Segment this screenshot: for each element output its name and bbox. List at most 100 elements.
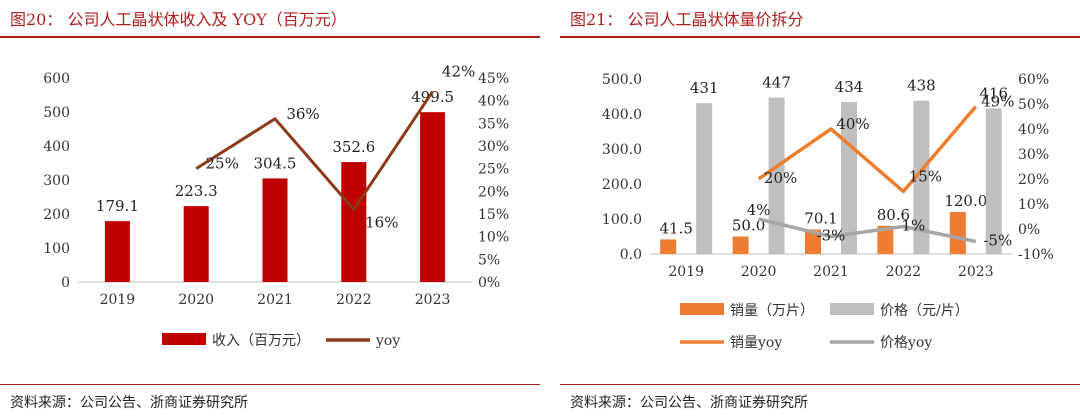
x-axis-tick-label: 2022 — [336, 292, 372, 308]
legend-swatch — [680, 303, 724, 315]
legend-swatch — [830, 303, 874, 315]
bar-data-label: 447 — [762, 74, 791, 92]
x-axis-tick-label: 2021 — [257, 292, 293, 308]
legend-label: 价格（元/片） — [880, 303, 969, 319]
x-axis-tick-label: 2020 — [178, 292, 214, 308]
right-axis-tick-label: 40% — [478, 94, 509, 110]
right-axis-tick-label: 30% — [478, 139, 509, 155]
bar-data-label: 438 — [907, 77, 936, 95]
footer-divider — [0, 384, 540, 385]
bar — [696, 103, 713, 255]
line-data-label: 36% — [286, 105, 319, 123]
left-axis-tick-label: 500.0 — [602, 72, 642, 88]
bar — [805, 229, 821, 254]
bar-data-label: 223.3 — [175, 182, 218, 200]
left-axis-tick-label: 0.0 — [620, 247, 642, 263]
bar-data-label: 80.6 — [877, 206, 910, 224]
right-axis-tick-label: 15% — [478, 207, 509, 223]
right-axis-tick-label: 10% — [478, 230, 509, 246]
legend-label: 销量yoy — [730, 335, 782, 351]
chart-panel-revenue: 图20： 公司人工晶状体收入及 YOY（百万元） 0 100 200 300 400 50… — [0, 10, 540, 411]
bar-data-label: 70.1 — [804, 209, 837, 227]
left-axis-tick-label: 400.0 — [602, 107, 642, 123]
line-data-label: 16% — [365, 213, 398, 231]
bar — [877, 225, 894, 254]
line-data-label: 20% — [764, 169, 797, 187]
right-axis-tick-label: 5% — [478, 252, 500, 268]
bar — [420, 112, 446, 282]
left-axis-tick-label: 500 — [43, 105, 70, 121]
bar — [660, 239, 677, 254]
bar-data-label: 416 — [979, 84, 1008, 102]
right-axis-tick-label: 30% — [1018, 147, 1049, 163]
right-axis-tick-label: -10% — [1018, 247, 1054, 263]
series-line — [757, 105, 978, 194]
bar — [183, 206, 209, 282]
left-axis-tick-label: 0 — [61, 275, 70, 291]
bar — [341, 162, 367, 282]
bar-data-label: 50.0 — [732, 217, 765, 235]
source-note: 资料来源：公司公告、浙商证券研究所 — [570, 395, 808, 411]
bar — [949, 212, 966, 254]
legend-label: 收入（百万元） — [212, 333, 310, 349]
series-line — [758, 217, 977, 244]
title-divider — [560, 36, 1080, 38]
left-axis-tick-label: 300.0 — [602, 142, 642, 158]
x-axis-tick-label: 2019 — [100, 292, 136, 308]
chart-title: 图21： 公司人工晶状体量价拆分 — [570, 10, 804, 29]
bar — [104, 221, 130, 282]
left-axis-tick-label: 200 — [43, 207, 70, 223]
revenue-chart: 0 100 200 300 400 500 600 0% 5% 10% 15% 20% 25% 30% 35… — [43, 63, 509, 349]
left-axis-tick-label: 200.0 — [602, 177, 642, 193]
bar — [262, 178, 288, 282]
left-axis-tick-label: 100 — [43, 241, 70, 257]
bar-data-label: 499.5 — [411, 88, 454, 106]
bar-data-label: 41.5 — [659, 219, 692, 237]
left-axis-tick-label: 100.0 — [602, 212, 642, 228]
left-axis-tick-label: 400 — [43, 139, 70, 155]
right-axis-tick-label: 40% — [1018, 122, 1049, 138]
right-axis-tick-label: 45% — [478, 71, 509, 87]
chart-title: 图20： 公司人工晶状体收入及 YOY（百万元） — [10, 10, 347, 29]
right-axis-tick-label: 25% — [478, 162, 509, 178]
footer-divider — [560, 384, 1080, 385]
x-axis-tick-label: 2023 — [958, 264, 994, 280]
bar — [732, 236, 749, 254]
x-axis-tick-label: 2021 — [813, 264, 849, 280]
x-axis-tick-label: 2022 — [886, 264, 922, 280]
right-axis-tick-label: 10% — [1018, 197, 1049, 213]
line-data-label: 15% — [909, 168, 942, 186]
bar — [985, 108, 1002, 255]
bar-data-label: 179.1 — [96, 197, 139, 215]
line-data-label: 1% — [902, 217, 926, 235]
line-data-label: 4% — [747, 201, 771, 219]
volume-price-chart: 0.0 100.0 200.0 300.0 400.0 500.0 -10% 0% 10% 20%… — [602, 72, 1054, 351]
bar-data-label: 431 — [690, 79, 719, 97]
bar-data-label: 304.5 — [254, 154, 297, 172]
line-data-label: 25% — [206, 155, 239, 173]
right-axis-tick-label: 35% — [478, 116, 509, 132]
right-axis-tick-label: 20% — [478, 184, 509, 200]
bar-data-label: 434 — [835, 78, 864, 96]
x-axis-tick-label: 2020 — [741, 264, 777, 280]
legend-label: 销量（万片） — [730, 303, 814, 319]
line-data-label: 49% — [981, 93, 1014, 111]
x-axis-tick-label: 2019 — [668, 264, 704, 280]
legend-swatch — [162, 333, 206, 345]
line-data-label: -5% — [983, 232, 1012, 250]
left-axis-tick-label: 300 — [43, 173, 70, 189]
right-axis-tick-label: 50% — [1018, 97, 1049, 113]
right-axis-tick-label: 0% — [1018, 222, 1040, 238]
legend-label: 价格yoy — [880, 335, 932, 351]
line-data-label: -3% — [817, 227, 846, 245]
right-axis-tick-label: 60% — [1018, 72, 1049, 88]
x-axis-tick-label: 2023 — [415, 292, 451, 308]
right-axis-tick-label: 0% — [478, 275, 500, 291]
line-data-label: 40% — [836, 115, 869, 133]
legend-label: yoy — [375, 333, 400, 349]
title-divider — [0, 36, 540, 38]
bar — [913, 100, 930, 254]
right-axis-tick-label: 20% — [1018, 172, 1049, 188]
line-data-label: 42% — [442, 63, 475, 81]
bar-data-label: 120.0 — [944, 192, 987, 210]
